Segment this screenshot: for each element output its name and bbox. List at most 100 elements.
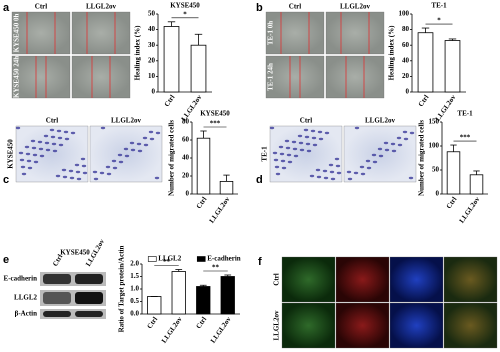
cell — [312, 143, 318, 147]
cell — [80, 157, 86, 161]
cell — [390, 142, 396, 146]
y-tick-label: 100 — [429, 142, 440, 150]
y-tick-label: 1.5 — [130, 272, 139, 280]
y-axis-label: Number of migrated cells — [418, 120, 426, 196]
cell — [76, 177, 82, 181]
y-axis-label: Healing index (%) — [388, 25, 396, 81]
row-label: LLGL2ov — [273, 310, 281, 340]
cell — [275, 172, 281, 176]
cell — [74, 163, 80, 167]
column-label: LLGL2ov — [111, 117, 141, 125]
row-label: TE-1 — [261, 146, 269, 162]
x-tick-label: LLGL2ov — [160, 315, 184, 345]
legend-label: LLGL2 — [158, 255, 181, 263]
bar — [190, 44, 207, 93]
cell — [49, 128, 55, 132]
cell — [68, 169, 74, 173]
cell — [154, 176, 160, 180]
cell — [52, 149, 58, 153]
panel-label: b — [256, 2, 263, 14]
bar — [219, 180, 234, 195]
micrograph — [11, 55, 71, 99]
y-tick-label: 10 — [148, 72, 156, 80]
cell — [129, 141, 135, 145]
y-tick-label: 100 — [399, 10, 410, 18]
micrograph — [389, 302, 444, 349]
panel-label: d — [256, 174, 263, 186]
column-label: Ctrl — [300, 117, 312, 125]
micrograph — [443, 302, 498, 349]
cell — [391, 149, 397, 153]
cell — [336, 171, 342, 175]
cell — [311, 136, 317, 140]
blot-row: β-Actin — [15, 310, 37, 318]
column-label: LLGL2ov — [86, 3, 116, 11]
y-tick-label: 40 — [182, 154, 190, 162]
cell — [403, 137, 409, 141]
cell — [43, 134, 49, 138]
blot-strip — [40, 309, 106, 319]
cell — [143, 143, 149, 147]
cell — [39, 154, 45, 158]
y-tick-label: 80 — [402, 25, 410, 33]
y-tick-label: 40 — [402, 56, 410, 64]
band — [43, 311, 71, 317]
cell — [30, 139, 36, 143]
y-tick-label: 0.0 — [130, 310, 139, 318]
band — [75, 311, 103, 317]
cell — [371, 153, 377, 157]
y-axis-label: Healing index (%) — [134, 25, 142, 81]
cell — [378, 154, 384, 158]
significance: * — [437, 17, 441, 25]
cell — [284, 139, 290, 143]
cell — [124, 154, 130, 158]
panel-label: e — [3, 254, 9, 266]
micrograph — [325, 11, 385, 55]
micrograph — [389, 256, 444, 303]
bar — [446, 151, 461, 195]
bar — [147, 296, 162, 315]
cell — [274, 165, 280, 169]
x-tick-label: Ctrl — [163, 93, 177, 108]
cell — [56, 129, 62, 133]
cell — [21, 172, 27, 176]
y-tick-label: 0 — [436, 190, 440, 198]
cell — [100, 126, 106, 130]
y-tick-label: 40 — [148, 25, 156, 33]
cell — [279, 152, 285, 156]
bar — [417, 32, 434, 93]
cell — [324, 131, 330, 135]
micrograph — [281, 256, 336, 303]
cell — [75, 170, 81, 174]
cell — [286, 153, 292, 157]
cell — [354, 126, 360, 130]
row-label: TE-1 0h — [267, 21, 275, 45]
cell — [272, 151, 278, 155]
significance: ** — [212, 264, 220, 272]
cell — [117, 153, 123, 157]
band — [43, 292, 71, 304]
cell — [33, 160, 39, 164]
cell — [24, 145, 30, 149]
x-tick-label: Ctrl — [417, 93, 431, 108]
cell — [285, 146, 291, 150]
column-label: LLGL2ov — [365, 117, 395, 125]
y-tick-label: 60 — [182, 136, 190, 144]
panel-label: a — [3, 2, 10, 14]
cell — [130, 148, 136, 152]
cell — [92, 170, 98, 174]
cell — [61, 168, 67, 172]
bar — [444, 40, 461, 93]
cell — [346, 170, 352, 174]
cell — [26, 159, 32, 163]
cell — [278, 145, 284, 149]
cell — [99, 171, 105, 175]
cell — [63, 130, 69, 134]
cell — [20, 165, 26, 169]
cell — [280, 159, 286, 163]
cell — [105, 165, 111, 169]
legend-label: E-cadherin — [207, 255, 241, 263]
blot-row: LLGL2 — [14, 294, 37, 302]
x-tick-label: LLGL2ov — [458, 195, 482, 225]
